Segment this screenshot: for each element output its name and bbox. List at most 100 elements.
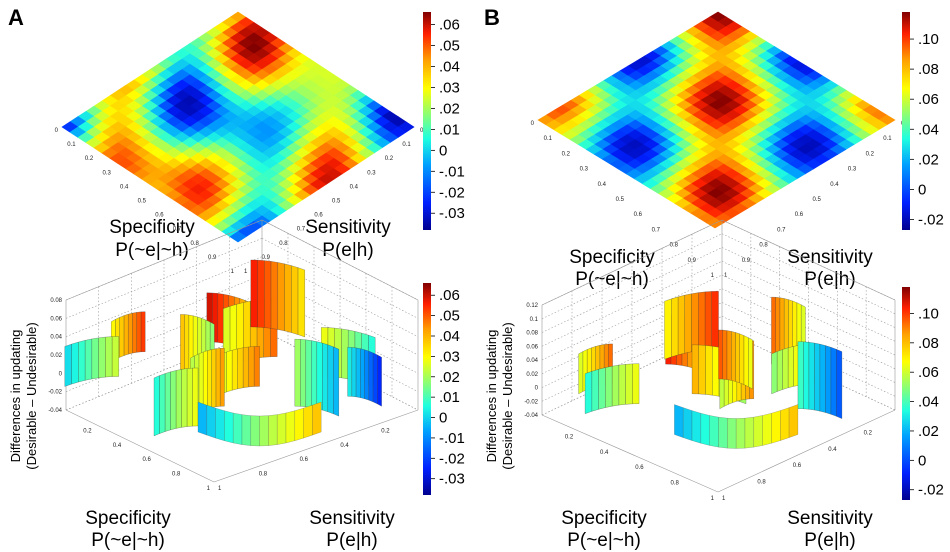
surface-sheet: [264, 260, 272, 329]
tick-label: 0.4: [340, 443, 349, 449]
b-3d-sensitivity-subtitle: P(e|h): [804, 530, 855, 551]
colorbar-tick-label: -.02: [918, 211, 944, 228]
colorbar-b-3d: .10 .08 .06 .04 .02 0 -.02: [902, 287, 944, 500]
colorbar-tick-label: -.03: [439, 471, 465, 488]
surface-sheet: [91, 337, 99, 380]
surface-sheet: [136, 311, 142, 353]
tick-label: 0.7: [652, 227, 661, 233]
surface-sheet: [181, 368, 188, 428]
box-edge: [541, 219, 723, 306]
colorbar-tick-label: 0: [439, 142, 447, 159]
chart-a-3d: -0.04 -0.02 0 0.02 0.04 0.06 0.08 0.2 0.4 0.6 0.8…: [48, 219, 419, 492]
surface-sheet: [726, 330, 732, 381]
z-tick-label: 0.08: [50, 298, 62, 304]
surface-sheet: [684, 293, 692, 354]
surface-sheet: [119, 315, 125, 358]
box-edge: [541, 260, 723, 347]
b-3d-z-title-line2: (Desirable – Undesirable): [500, 322, 515, 469]
tick-label: 0: [420, 128, 424, 134]
surface-sheet: [300, 339, 306, 407]
surface-sheet: [709, 415, 719, 448]
colorbar-tick-label: .04: [439, 328, 460, 345]
colorbar-tick-label: .02: [439, 100, 460, 117]
surface-sheet: [316, 341, 323, 411]
tick-label: 1: [244, 269, 248, 275]
surface-sheet: [170, 370, 177, 431]
tick-label: 0.6: [635, 465, 644, 471]
surface-sheet: [277, 412, 287, 445]
colorbar-tick-label: 0: [918, 181, 926, 198]
colorbar-tick-label: -.01: [439, 430, 465, 447]
surface-sheet: [584, 371, 592, 414]
z-tick-label: -0.04: [524, 413, 538, 419]
surface-cell: [229, 231, 247, 243]
surface-sheet: [368, 350, 374, 403]
surface-sheet: [780, 407, 790, 441]
colorbar-tick-label: 0: [439, 410, 447, 427]
tick-label: 0.4: [350, 184, 359, 190]
z-tick-label: 0.04: [50, 335, 62, 341]
colorbar-tick-label: .06: [439, 17, 460, 34]
colorbar-tick-label: .06: [439, 287, 460, 304]
surface-sheet: [277, 262, 285, 332]
surface-sheet: [71, 341, 79, 385]
tick-label: 0.1: [883, 136, 892, 142]
colorbar-tick-label: .10: [918, 31, 939, 48]
surface-sheet: [691, 292, 699, 352]
colorbar-tick-label: .02: [918, 151, 939, 168]
surface-sheet: [211, 348, 217, 408]
box-edge: [65, 256, 263, 337]
box-edge: [261, 219, 419, 301]
box-edge: [721, 274, 896, 356]
box-edge: [65, 219, 263, 301]
colorbar-gradient: [902, 12, 910, 230]
z-tick-label: 0.02: [50, 353, 62, 359]
chart-a-top: 0 0.1 0.2 0.3 0.4 0.5 0.6 0.7 0.8 0.9 1 0 0.1 0.2 0.3…: [55, 11, 424, 275]
box-edge: [721, 288, 896, 370]
surface-sheet: [625, 363, 633, 405]
surface-sheet: [312, 401, 322, 436]
surface-sheet: [727, 418, 737, 449]
surface-sheet: [217, 293, 224, 344]
a-top-sensitivity-title: Sensitivity: [305, 217, 391, 238]
surface-sheet: [691, 410, 701, 444]
z-tick-labels-a-3d: -0.04 -0.02 0 0.02 0.04 0.06 0.08: [48, 298, 62, 414]
surface-sheet: [712, 346, 720, 397]
surface-sheet: [700, 413, 710, 446]
box-edge: [541, 247, 723, 333]
tick-label: 1: [231, 269, 235, 275]
colorbar-tick-label: -.03: [439, 205, 465, 222]
colorbar-gradient: [423, 283, 431, 495]
z-tick-label: 0.08: [526, 331, 538, 337]
surface-b-top: [537, 11, 896, 229]
colorbar-tick-label: .03: [439, 79, 460, 96]
tick-label: 0.8: [279, 241, 288, 247]
colorbar-tick-label: .02: [439, 369, 460, 386]
tick-label: 0.7: [173, 227, 182, 233]
surface-sheet: [220, 348, 225, 407]
colorbar-gradient: [423, 12, 431, 230]
surface-sheet: [736, 418, 746, 449]
surface-sheet: [111, 336, 119, 377]
tick-label: 0.9: [742, 258, 751, 264]
surface-sheet: [78, 340, 86, 383]
colorbar-tick-label: .04: [439, 59, 460, 76]
surface-sheet: [814, 342, 821, 412]
colorbar-tick-label: -.02: [439, 184, 465, 201]
a-3d-sensitivity-subtitle: P(e|h): [326, 530, 377, 551]
b-3d-specificity-title: Specificity: [561, 508, 647, 529]
colorbar-tick-label: .04: [918, 394, 939, 411]
tick-label: 0.6: [314, 213, 323, 219]
surface-sheet: [787, 346, 794, 388]
z-tick-label: -0.02: [524, 399, 538, 405]
z-tick-label: 0.02: [526, 372, 538, 378]
tick-label: 0.4: [598, 182, 607, 188]
tick-label: 0.5: [616, 197, 625, 203]
tick-label: 0.8: [757, 480, 766, 486]
surface-sheet: [241, 414, 251, 446]
surface-sheet: [333, 346, 339, 417]
surface-sheet: [224, 410, 234, 444]
surface-sheet: [237, 347, 244, 390]
tick-label: 0.5: [813, 197, 822, 203]
tick-labels-b-3d-sensitivity: 0.2 0.4 0.6 0.8 1: [722, 430, 873, 502]
